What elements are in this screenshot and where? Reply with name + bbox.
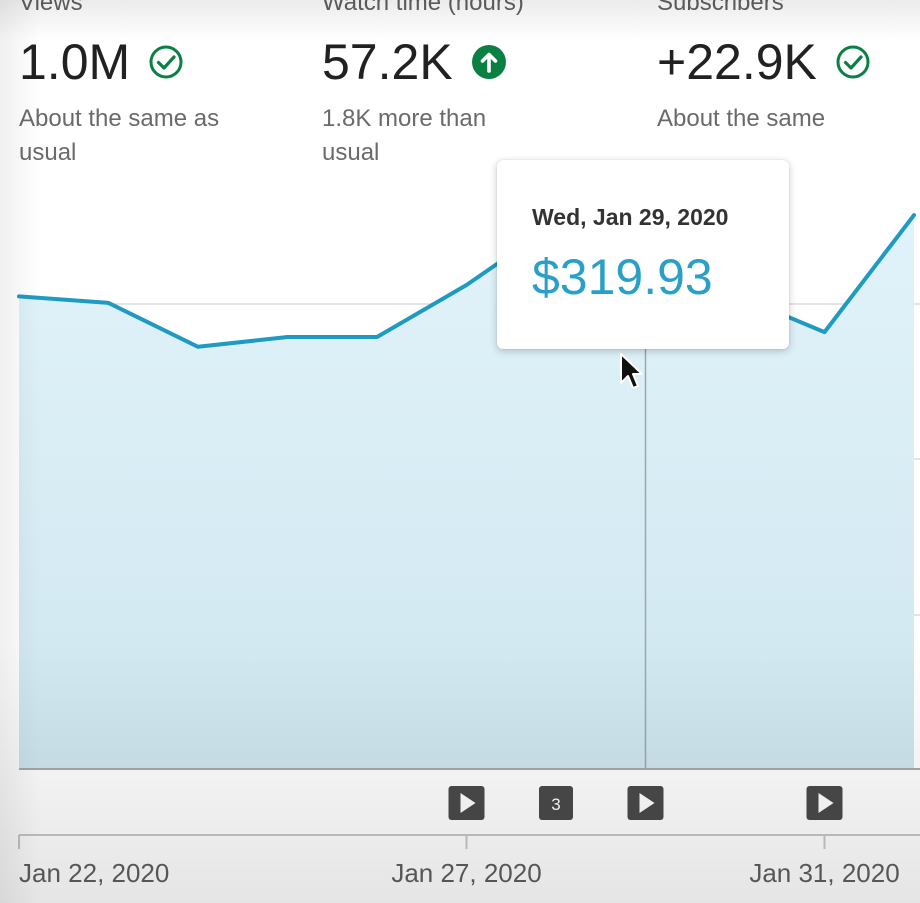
metric-value: +22.9K: [657, 34, 817, 90]
video-count-marker[interactable]: 3: [539, 786, 573, 820]
play-icon: [818, 793, 834, 813]
x-tick-label: Jan 27, 2020: [391, 858, 541, 888]
video-count-label: 3: [551, 795, 560, 814]
tooltip-value: $319.93: [532, 249, 713, 305]
play-icon: [639, 793, 655, 813]
check-circle-icon: [149, 45, 183, 79]
metric-label: Views: [19, 0, 83, 16]
arrow-up-circle-icon: [471, 45, 506, 79]
metric-label: Subscribers: [657, 0, 784, 16]
x-tick-label: Jan 22, 2020: [19, 858, 169, 888]
video-play-marker[interactable]: [627, 786, 664, 820]
check-circle-icon: [836, 45, 870, 79]
tooltip-date: Wed, Jan 29, 2020: [532, 204, 729, 230]
metric-value: 57.2K: [322, 34, 453, 90]
metric-views[interactable]: Views 1.0M About the same as usual: [19, 0, 239, 170]
metric-label: Watch time (hours): [322, 0, 524, 16]
metric-description: About the same: [657, 105, 826, 132]
metric-subscribers[interactable]: Subscribers +22.9K About the same: [657, 0, 877, 136]
video-play-marker[interactable]: [806, 786, 843, 820]
video-play-marker[interactable]: [448, 786, 485, 820]
metric-description: 1.8K more than usual: [322, 105, 487, 166]
chart-area-fill: [19, 215, 914, 769]
x-tick-label: Jan 31, 2020: [749, 858, 899, 888]
play-icon: [460, 793, 476, 813]
data-tooltip: Wed, Jan 29, 2020 $319.93: [497, 160, 789, 349]
metric-value: 1.0M: [19, 34, 131, 90]
metric-watch-time[interactable]: Watch time (hours) 57.2K 1.8K more than …: [322, 0, 542, 170]
mouse-cursor-icon: [620, 353, 643, 389]
metric-description: About the same as usual: [19, 105, 220, 166]
